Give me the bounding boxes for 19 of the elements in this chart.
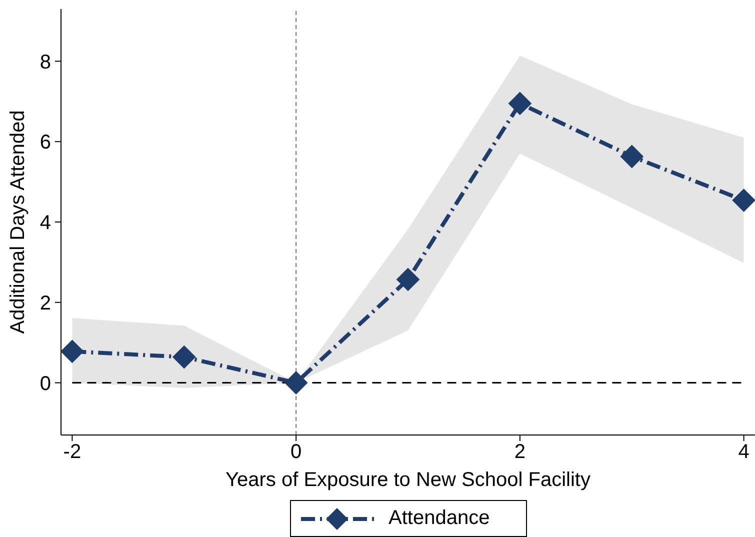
y-axis-title: Additional Days Attended <box>7 110 29 334</box>
x-tick-label: 4 <box>738 441 750 464</box>
point <box>508 92 532 115</box>
y-tick-label: 4 <box>40 212 51 234</box>
x-tick-label: 2 <box>514 441 526 464</box>
y-tick-label: 0 <box>40 372 51 395</box>
x-tick-label: -2 <box>63 441 82 464</box>
point <box>620 144 644 168</box>
point <box>396 268 420 291</box>
point <box>61 340 84 363</box>
legend-label: Attendance <box>388 507 490 530</box>
y-tick-label: 2 <box>40 292 51 314</box>
point <box>172 346 196 369</box>
y-tick-label: 6 <box>40 132 51 154</box>
x-tick-label: 0 <box>290 441 302 464</box>
y-tick-label: 8 <box>40 51 51 74</box>
x-axis-title: Years of Exposure to New School Facility <box>226 469 590 491</box>
point <box>284 371 308 394</box>
point <box>732 188 755 212</box>
